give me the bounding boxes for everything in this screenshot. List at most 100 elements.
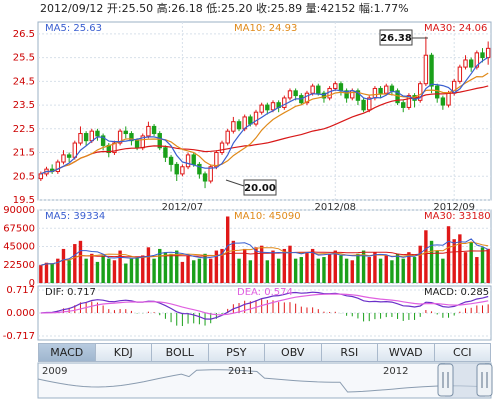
navigator-year-label: 2011 [228, 366, 253, 377]
vol-ma5-legend: MA5: 39334 [45, 211, 105, 222]
volume-bar-down [95, 261, 100, 283]
volume-bar-up [225, 216, 230, 283]
tab-psy[interactable]: PSY [208, 343, 265, 362]
volume-bar-up [305, 252, 309, 283]
dea-line [40, 293, 489, 316]
candle-up [463, 59, 468, 68]
candle-up [219, 142, 225, 154]
volume-bar-down [50, 263, 54, 283]
volume-bar-down [322, 257, 326, 283]
candle-down [440, 97, 446, 106]
volume-bar-up [186, 255, 190, 283]
candle-down [66, 154, 72, 158]
volume-bar-down [107, 258, 111, 283]
macd-legend: MACD: 0.285 [424, 287, 489, 298]
volume-bar-up [407, 252, 411, 283]
panel-frame-1 [37, 21, 492, 201]
volume-bar-down [265, 260, 270, 283]
candle-down [321, 92, 327, 99]
price-tick-label: 22.5 [13, 124, 35, 135]
volume-tick-label: 0 [29, 278, 35, 289]
volume-bar-down [378, 258, 383, 283]
scroll-handle-left[interactable] [437, 363, 454, 397]
candle-down [435, 85, 440, 99]
volume-bar-up [384, 255, 388, 283]
volume-bar-up [486, 248, 490, 283]
volume-bar-down [469, 242, 473, 283]
volume-bar-down [316, 258, 320, 283]
tab-obv[interactable]: OBV [265, 343, 322, 362]
candle-down [401, 102, 406, 108]
volume-bar-up [73, 244, 77, 283]
volume-bar-down [344, 258, 349, 283]
volume-bar-down [124, 263, 128, 283]
volume-bar-up [310, 248, 315, 283]
candle-up [146, 125, 151, 137]
date-tick-label: 2012/09 [433, 202, 475, 213]
candle-down [468, 59, 474, 68]
volume-bar-down [339, 255, 343, 283]
ma5-legend: MA5: 25.63 [45, 23, 102, 34]
volume-bar-up [333, 250, 337, 283]
ma10-legend: MA10: 24.93 [234, 23, 297, 34]
volume-bar-up [180, 261, 185, 283]
candle-up [333, 83, 338, 89]
candle-up [214, 152, 219, 168]
candle-up [287, 90, 293, 99]
volume-bar-down [276, 258, 281, 283]
volume-bar-up [220, 248, 224, 283]
volume-bar-down [135, 257, 139, 283]
candle-down [123, 130, 128, 135]
tab-wvad[interactable]: WVAD [378, 343, 435, 362]
candle-up [270, 102, 276, 111]
volume-tick-label: 90000 [3, 205, 35, 216]
candle-down [344, 90, 349, 99]
volume-bar-down [197, 258, 202, 283]
volume-bar-up [475, 257, 479, 283]
tab-kdj[interactable]: KDJ [95, 343, 152, 362]
candle-up [225, 130, 230, 144]
low-price-label: 20.00 [244, 183, 276, 194]
price-tick-label: 19.5 [13, 195, 35, 206]
volume-ma30-line [40, 250, 489, 266]
candle-up [89, 130, 94, 142]
scroll-handle-right[interactable] [476, 363, 493, 397]
price-tick-label: 20.5 [13, 171, 35, 182]
candle-up [418, 83, 423, 101]
volume-bar-down [361, 250, 366, 283]
volume-bar-down [67, 260, 71, 283]
candle-up [259, 104, 264, 113]
volume-bar-down [248, 260, 253, 283]
navigator-frame [37, 362, 492, 399]
volume-tick-label: 45000 [3, 242, 35, 253]
candle-up [485, 47, 491, 59]
quote-header: 2012/09/12 开:25.50 高:26.18 低:25.20 收:25.… [40, 1, 409, 15]
ma10-line [40, 72, 489, 175]
volume-bar-down [395, 253, 400, 283]
candle-down [236, 121, 242, 130]
candle-down [163, 147, 168, 158]
candle-down [157, 133, 162, 149]
volume-bar-up [367, 257, 371, 283]
tab-macd[interactable]: MACD [38, 343, 96, 362]
volume-bar-down [401, 258, 405, 283]
volume-bar-up [282, 248, 287, 283]
volume-tick-label: 22500 [3, 260, 35, 271]
tab-cci[interactable]: CCI [434, 343, 491, 362]
price-tick-label: 24.5 [13, 76, 35, 87]
volume-bar-down [101, 255, 105, 283]
candle-up [304, 92, 310, 104]
candle-up [282, 97, 287, 108]
volume-bar-up [56, 258, 60, 283]
volume-bar-down [480, 247, 485, 283]
tab-rsi[interactable]: RSI [321, 343, 378, 362]
volume-bar-down [299, 257, 304, 283]
ma5-line [40, 56, 489, 175]
candle-up [185, 154, 191, 168]
candle-up [55, 161, 61, 173]
volume-bar-up [209, 258, 213, 283]
volume-bar-up [424, 230, 428, 283]
tab-boll[interactable]: BOLL [152, 343, 209, 362]
date-tick-label: 2012/08 [315, 202, 357, 213]
volume-bar-up [350, 260, 354, 283]
